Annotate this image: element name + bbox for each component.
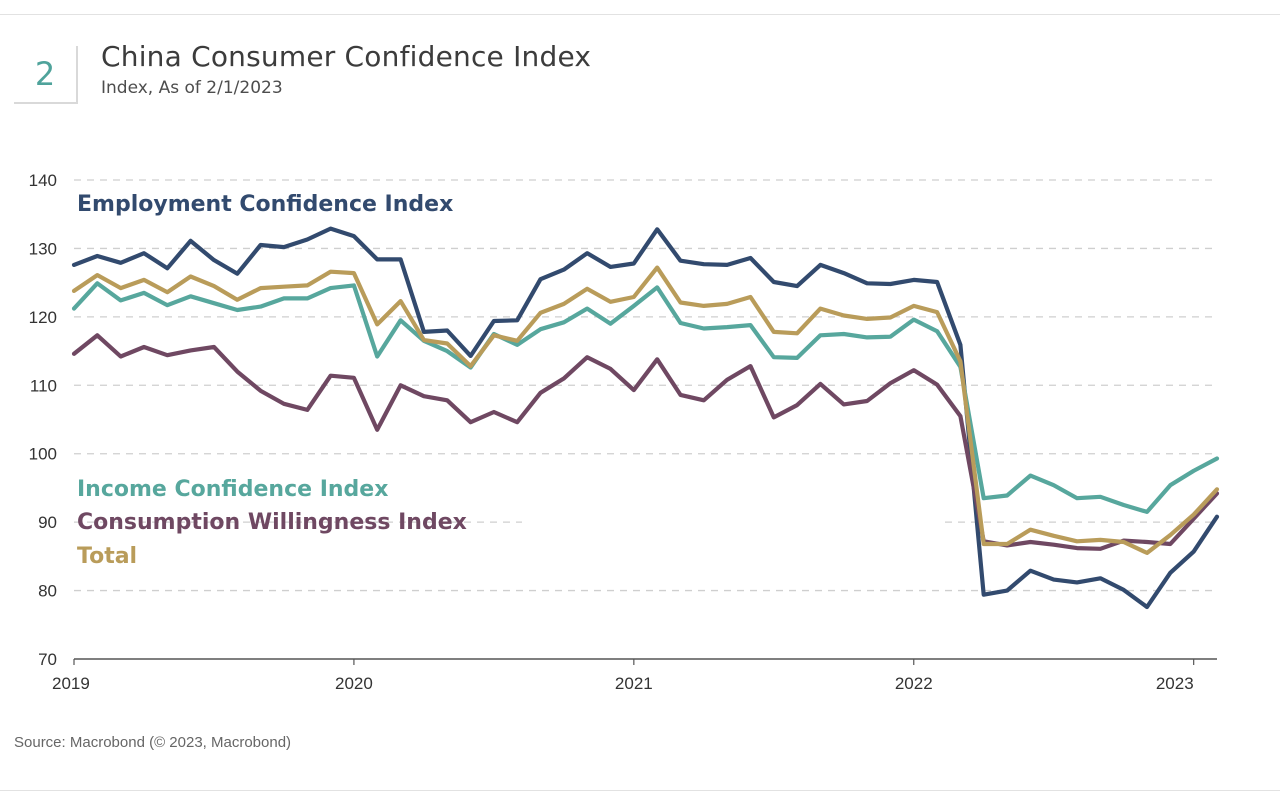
label-total: Total [77, 544, 137, 569]
series-lines [71, 226, 1220, 610]
series-line-income-confidence-index [71, 281, 1220, 514]
y-tick-label: 100 [29, 445, 57, 464]
chart-number-badge: 2 [14, 46, 78, 104]
y-tick-label: 70 [38, 650, 57, 669]
label-consumption: Consumption Willingness Index [77, 510, 467, 535]
bottom-divider [0, 790, 1280, 791]
y-tick-label: 80 [38, 582, 57, 601]
x-tick-label: 2023 [1156, 674, 1194, 693]
y-axis: 70 80 90 100 110 120 130 140 [29, 171, 57, 669]
label-income: Income Confidence Index [77, 477, 388, 502]
label-employment: Employment Confidence Index [77, 192, 453, 217]
y-tick-label: 120 [29, 308, 57, 327]
x-tick-label: 2022 [895, 674, 933, 693]
x-tick-label: 2020 [335, 674, 373, 693]
source-note: Source: Macrobond (© 2023, Macrobond) [14, 734, 292, 751]
x-tick-label: 2019 [52, 674, 90, 693]
top-divider [0, 14, 1280, 15]
y-tick-label: 140 [29, 171, 57, 190]
chart-title: China Consumer Confidence Index [101, 40, 592, 73]
label-backdrop [522, 497, 942, 557]
y-tick-label: 130 [29, 239, 57, 258]
series-line-employment-confidence-index [71, 226, 1220, 610]
x-axis: 2019 2020 2021 2022 2023 [52, 658, 1217, 693]
x-tick-label: 2021 [615, 674, 653, 693]
series-line-total [71, 265, 1220, 556]
series-line-consumption-willingness-index [71, 333, 1220, 551]
y-tick-label: 110 [30, 376, 57, 395]
chart-subtitle: Index, As of 2/1/2023 [101, 78, 283, 98]
grid-lines [74, 179, 1217, 592]
series-labels: Employment Confidence Index Income Confi… [77, 192, 467, 569]
y-tick-label: 90 [38, 513, 57, 532]
